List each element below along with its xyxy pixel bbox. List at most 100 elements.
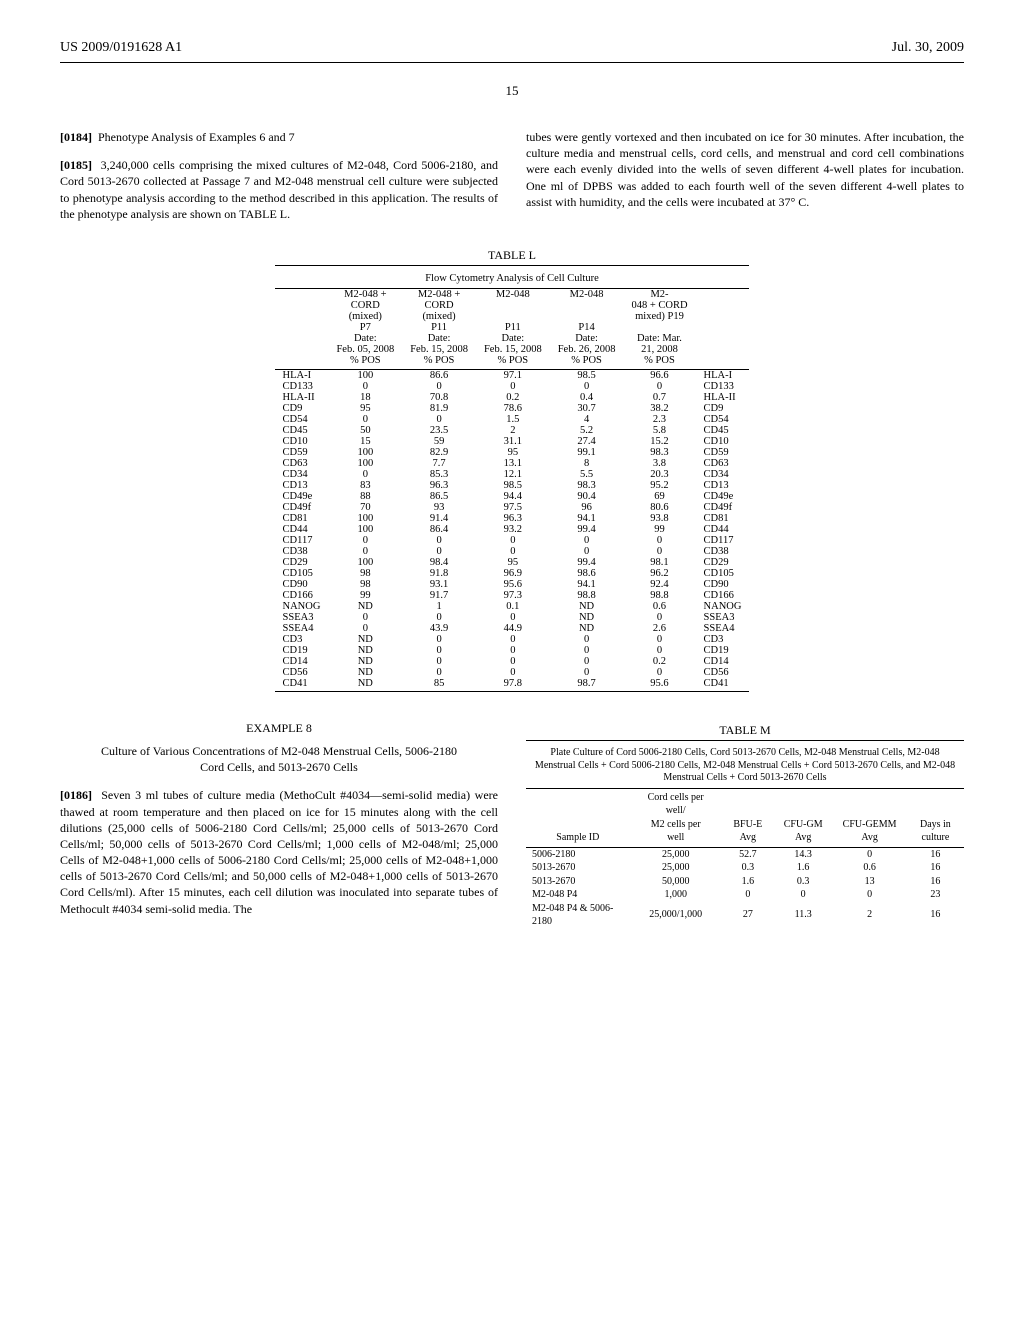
table-cell: 94.4 xyxy=(476,491,550,502)
table-cell: 86.4 xyxy=(402,524,476,535)
table-cell: CD56 xyxy=(696,667,750,678)
table-cell: 0 xyxy=(550,546,624,557)
table-cell: 27 xyxy=(722,902,774,929)
table-row: SSEA4043.944.9ND2.6SSEA4 xyxy=(275,623,750,634)
table-cell: CD13 xyxy=(696,480,750,491)
table-cell: 2.3 xyxy=(623,414,695,425)
table-row: CD3800000CD38 xyxy=(275,546,750,557)
table-cell: CD41 xyxy=(275,678,329,692)
left-column-bottom: EXAMPLE 8 Culture of Various Concentrati… xyxy=(60,702,498,929)
table-cell: 86.6 xyxy=(402,369,476,381)
bottom-two-column: EXAMPLE 8 Culture of Various Concentrati… xyxy=(60,702,964,929)
table-cell: 80.6 xyxy=(623,502,695,513)
table-l-caption: TABLE L xyxy=(60,248,964,263)
table-cell: 78.6 xyxy=(476,403,550,414)
table-l-col-header xyxy=(623,322,695,333)
table-cell: 93.8 xyxy=(623,513,695,524)
table-cell: 1 xyxy=(402,601,476,612)
table-cell: 0 xyxy=(476,667,550,678)
table-cell: 1.5 xyxy=(476,414,550,425)
table-cell: 0 xyxy=(832,888,906,902)
table-cell: 95.6 xyxy=(623,678,695,692)
table-cell: 11.3 xyxy=(774,902,833,929)
table-l-col-header: M2- xyxy=(623,288,695,300)
table-cell: CD133 xyxy=(275,381,329,392)
table-cell: 96.2 xyxy=(623,568,695,579)
table-cell: CD117 xyxy=(696,535,750,546)
table-cell: 50 xyxy=(328,425,402,436)
table-m-caption: TABLE M xyxy=(526,722,964,738)
table-l-col-header: % POS xyxy=(402,355,476,370)
table-cell: HLA-II xyxy=(696,392,750,403)
table-l-col-header: (mixed) xyxy=(328,311,402,322)
table-m-col-header: Cord cells perwell/M2 cells perwell xyxy=(630,788,722,847)
table-l-col-header: CORD xyxy=(402,300,476,311)
table-row: 5006-218025,00052.714.3016 xyxy=(526,847,964,861)
table-cell: 98.1 xyxy=(623,557,695,568)
table-m-col-header: BFU-EAvg xyxy=(722,788,774,847)
para-lead: [0185] xyxy=(60,158,92,172)
table-cell: 0.3 xyxy=(722,861,774,875)
table-cell: CD10 xyxy=(696,436,750,447)
table-l-col-header: CORD xyxy=(328,300,402,311)
table-cell: HLA-I xyxy=(275,369,329,381)
table-cell: 0 xyxy=(832,847,906,861)
table-cell: 3.8 xyxy=(623,458,695,469)
table-cell: CD14 xyxy=(275,656,329,667)
table-cell: 0 xyxy=(623,546,695,557)
table-cell: CD54 xyxy=(696,414,750,425)
table-row: HLA-I10086.697.198.596.6HLA-I xyxy=(275,369,750,381)
table-cell: CD105 xyxy=(696,568,750,579)
table-row: SSEA3000ND0SSEA3 xyxy=(275,612,750,623)
table-cell: 96.6 xyxy=(623,369,695,381)
table-cell: 93.1 xyxy=(402,579,476,590)
para-lead: [0186] xyxy=(60,788,92,802)
table-cell: ND xyxy=(550,612,624,623)
table-row: HLA-II1870.80.20.40.7HLA-II xyxy=(275,392,750,403)
table-row: M2-048 P41,00000023 xyxy=(526,888,964,902)
table-cell: CD166 xyxy=(696,590,750,601)
table-cell: 0 xyxy=(623,535,695,546)
table-cell: 96.3 xyxy=(476,513,550,524)
table-cell: 0 xyxy=(402,381,476,392)
left-column: [0184] Phenotype Analysis of Examples 6 … xyxy=(60,117,498,234)
para-0184: [0184] Phenotype Analysis of Examples 6 … xyxy=(60,129,498,145)
table-cell: CD49e xyxy=(275,491,329,502)
table-cell: CD56 xyxy=(275,667,329,678)
table-cell: 98 xyxy=(328,579,402,590)
table-l-col-header: Feb. 05, 2008 xyxy=(328,344,402,355)
table-cell: 99 xyxy=(328,590,402,601)
table-cell: 85 xyxy=(402,678,476,692)
table-cell: 13.1 xyxy=(476,458,550,469)
table-cell: SSEA3 xyxy=(275,612,329,623)
publication-number: US 2009/0191628 A1 xyxy=(60,40,182,56)
table-row: NANOGND10.1ND0.6NANOG xyxy=(275,601,750,612)
table-cell: 82.9 xyxy=(402,447,476,458)
table-m-col-header: CFU-GEMMAvg xyxy=(832,788,906,847)
table-cell: CD49e xyxy=(696,491,750,502)
table-cell: 0 xyxy=(402,546,476,557)
table-l-col-header: 048 + CORD xyxy=(623,300,695,311)
table-cell: 1.6 xyxy=(722,875,774,889)
table-cell: 5.5 xyxy=(550,469,624,480)
table-cell: 97.5 xyxy=(476,502,550,513)
table-cell: CD3 xyxy=(696,634,750,645)
table-cell: CD34 xyxy=(696,469,750,480)
table-l-col-header: M2-048 + xyxy=(402,288,476,300)
table-l-col-header: Feb. 15, 2008 xyxy=(476,344,550,355)
table-cell: 0 xyxy=(550,535,624,546)
table-l-col-header: P14 xyxy=(550,322,624,333)
table-cell: 0 xyxy=(328,535,402,546)
table-cell: CD166 xyxy=(275,590,329,601)
table-cell: 0 xyxy=(328,612,402,623)
table-cell: 0 xyxy=(402,414,476,425)
table-row: 5013-267025,0000.31.60.616 xyxy=(526,861,964,875)
table-cell: CD105 xyxy=(275,568,329,579)
top-two-column: [0184] Phenotype Analysis of Examples 6 … xyxy=(60,117,964,234)
table-cell: HLA-II xyxy=(275,392,329,403)
table-cell: ND xyxy=(550,601,624,612)
table-cell: 0.7 xyxy=(623,392,695,403)
table-l-col-header: Date: xyxy=(328,333,402,344)
table-l-col-header: Date: xyxy=(550,333,624,344)
table-cell: 0 xyxy=(328,381,402,392)
